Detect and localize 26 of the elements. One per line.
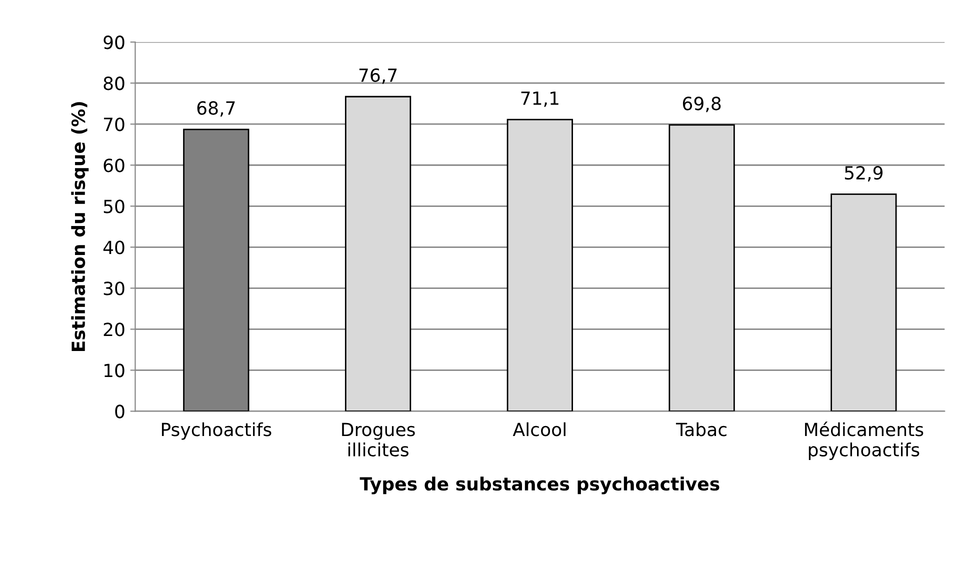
x-tick-label: Psychoactifs <box>162 422 272 440</box>
bar <box>830 194 897 412</box>
y-tick-label: 70 <box>104 118 124 132</box>
data-label: 76,7 <box>359 68 397 84</box>
data-label: 52,9 <box>844 166 883 182</box>
y-tick-label: 30 <box>104 282 124 296</box>
x-tick-label: Médicaments psychoactifs <box>805 422 924 460</box>
y-tick-label: 80 <box>104 76 124 90</box>
y-axis-title: Estimation du risque (%) <box>71 102 89 352</box>
x-tick-label: Tabac <box>676 422 726 436</box>
bar <box>344 96 412 412</box>
x-axis-title: Types de substances psychoactives <box>360 476 720 494</box>
y-tick-label: 60 <box>104 158 124 172</box>
x-tick-label: Drogues illicites <box>342 422 415 457</box>
y-tick-label: 10 <box>104 364 124 378</box>
y-tick-label: 90 <box>104 36 124 50</box>
data-label: 69,8 <box>682 96 721 112</box>
data-label: 71,1 <box>521 92 558 107</box>
y-tick-label: 50 <box>104 200 124 214</box>
y-tick-label: 20 <box>104 322 124 336</box>
data-label: 68,7 <box>197 101 235 117</box>
bar <box>506 118 573 412</box>
bar <box>668 124 735 412</box>
y-tick-label: 0 <box>115 404 124 418</box>
y-tick-label: 40 <box>103 240 124 254</box>
x-tick-label: Alcool <box>512 422 566 436</box>
